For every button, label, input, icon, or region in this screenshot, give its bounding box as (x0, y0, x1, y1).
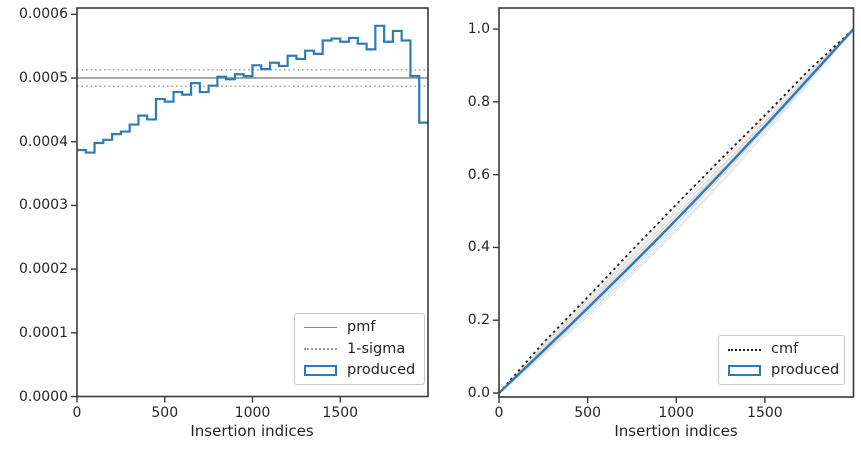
x-tick-label: 1000 (234, 404, 271, 421)
x-tick-label: 500 (574, 405, 601, 421)
legend-entry-cmf: cmf (728, 339, 835, 360)
y-tick-label: 0.6 (467, 166, 490, 183)
legend-entry-pmf: pmf (304, 317, 415, 338)
y-tick-label: 0.4 (467, 239, 490, 256)
blue-rect-swatch-icon (304, 364, 337, 376)
legend-cmf-panel: cmf produced (718, 335, 845, 385)
dotted-black-line-swatch-icon (728, 348, 761, 351)
legend-label-produced-right: produced (771, 362, 840, 379)
legend-pmf-panel: pmf 1-sigma produced (294, 313, 425, 385)
y-tick-label: 0.0003 (19, 197, 68, 214)
x-axis-label-left-panel: Insertion indices (190, 422, 314, 440)
y-tick-label: 0.0000 (19, 388, 68, 405)
y-tick-label: 0.8 (467, 93, 490, 110)
x-tick-label: 0 (494, 405, 504, 421)
legend-label-pmf: pmf (347, 319, 376, 336)
blue-rect-swatch-icon (728, 365, 761, 376)
legend-entry-1-sigma: 1-sigma (304, 338, 415, 359)
y-tick-label: 0.2 (467, 312, 490, 329)
x-tick-label: 500 (151, 404, 179, 421)
legend-label-cmf: cmf (771, 341, 799, 358)
solid-gray-line-swatch-icon (304, 327, 337, 329)
legend-label-produced-left: produced (347, 362, 416, 379)
x-tick-label: 1500 (747, 405, 783, 421)
x-tick-label: 0 (72, 404, 82, 421)
y-tick-label: 1.0 (467, 21, 490, 38)
legend-entry-produced-right: produced (728, 360, 839, 381)
y-tick-label: 0.0 (467, 384, 490, 401)
y-tick-label: 0.0004 (19, 133, 68, 150)
y-tick-label: 0.0005 (19, 70, 68, 87)
x-axis-label-right-panel: Insertion indices (614, 422, 738, 440)
x-tick-label: 1000 (658, 405, 695, 421)
y-tick-label: 0.0001 (19, 324, 68, 341)
x-tick-label: 1500 (322, 404, 359, 421)
dotted-gray-line-swatch-icon (304, 347, 337, 350)
legend-entry-produced-left: produced (304, 360, 415, 381)
legend-label-1-sigma: 1-sigma (347, 340, 406, 357)
y-tick-label: 0.0002 (19, 261, 68, 278)
y-tick-label: 0.0006 (19, 6, 68, 23)
